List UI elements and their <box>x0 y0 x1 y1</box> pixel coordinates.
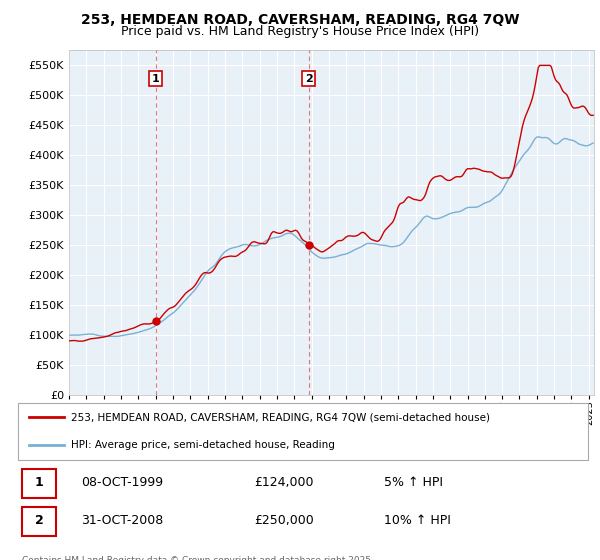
Text: 253, HEMDEAN ROAD, CAVERSHAM, READING, RG4 7QW (semi-detached house): 253, HEMDEAN ROAD, CAVERSHAM, READING, R… <box>71 412 490 422</box>
FancyBboxPatch shape <box>22 507 56 535</box>
Text: £250,000: £250,000 <box>254 514 314 527</box>
FancyBboxPatch shape <box>22 469 56 498</box>
FancyBboxPatch shape <box>18 403 588 460</box>
Text: 1: 1 <box>35 476 44 489</box>
Text: 08-OCT-1999: 08-OCT-1999 <box>81 476 163 489</box>
Text: 31-OCT-2008: 31-OCT-2008 <box>81 514 163 527</box>
Text: £124,000: £124,000 <box>254 476 314 489</box>
Text: HPI: Average price, semi-detached house, Reading: HPI: Average price, semi-detached house,… <box>71 440 335 450</box>
Text: 10% ↑ HPI: 10% ↑ HPI <box>383 514 451 527</box>
Text: 5% ↑ HPI: 5% ↑ HPI <box>383 476 443 489</box>
Text: 2: 2 <box>305 73 313 83</box>
Text: 1: 1 <box>152 73 160 83</box>
Text: Contains HM Land Registry data © Crown copyright and database right 2025.
This d: Contains HM Land Registry data © Crown c… <box>22 556 374 560</box>
Text: Price paid vs. HM Land Registry's House Price Index (HPI): Price paid vs. HM Land Registry's House … <box>121 25 479 38</box>
Text: 2: 2 <box>35 514 44 527</box>
Text: 253, HEMDEAN ROAD, CAVERSHAM, READING, RG4 7QW: 253, HEMDEAN ROAD, CAVERSHAM, READING, R… <box>81 13 519 27</box>
